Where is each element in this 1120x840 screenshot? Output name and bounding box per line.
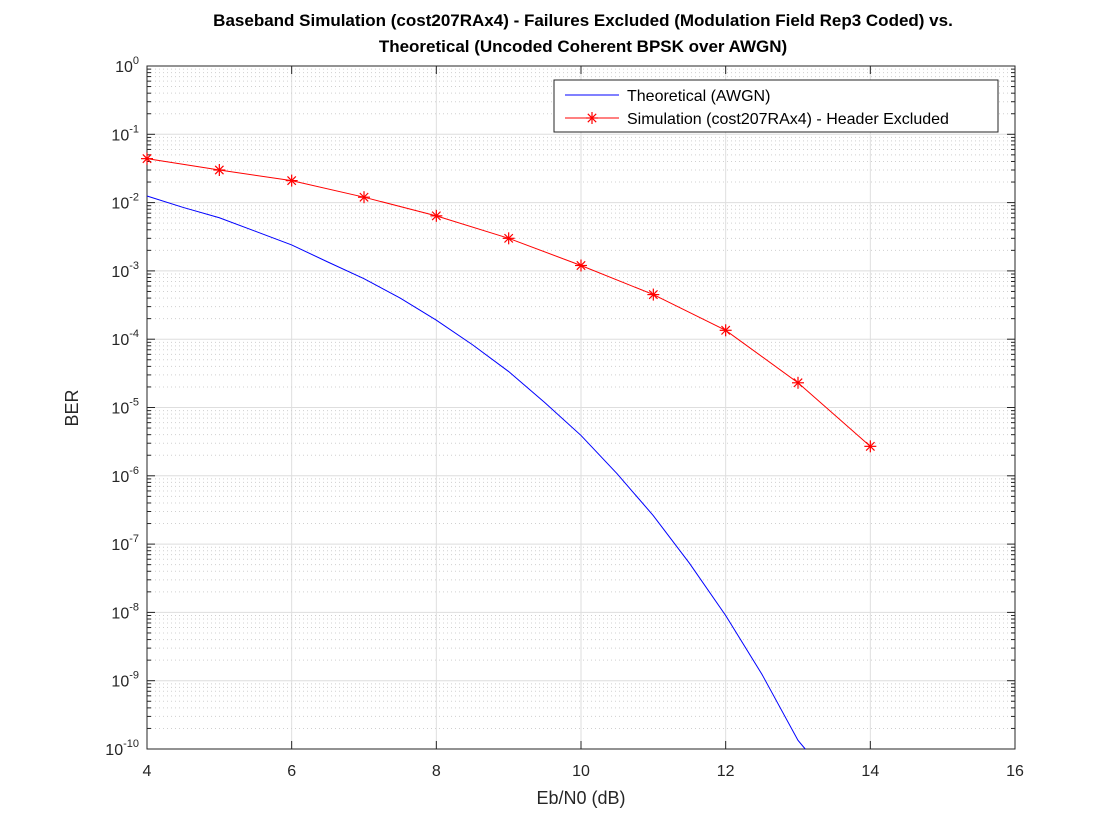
data-point [141, 152, 153, 165]
y-tick-label: 10-7 [111, 533, 139, 554]
series-layer [141, 152, 877, 750]
x-tick-label: 8 [432, 763, 441, 780]
grid [146, 65, 1016, 750]
x-tick-label: 12 [717, 763, 735, 780]
y-tick-label: 10-3 [111, 260, 139, 281]
data-point [719, 324, 732, 337]
data-point [647, 288, 660, 301]
y-tick-label: 10-6 [111, 465, 139, 486]
axis-ticks: 4 6 8 10 12 14 16 100 10-1 10-2 10-3 10-4 10-5 10-6 10… [105, 55, 1024, 780]
x-tick-label: 6 [287, 763, 296, 780]
series-line-1 [146, 158, 871, 447]
y-tick-label: 10-9 [111, 670, 139, 691]
data-point [792, 376, 804, 389]
x-tick-label: 16 [1006, 763, 1024, 780]
marker-stroke [721, 325, 731, 335]
y-tick-label: 10-4 [111, 328, 139, 349]
data-point [502, 232, 515, 245]
marker-stroke [793, 378, 803, 388]
x-tick-label: 14 [861, 763, 879, 780]
marker-stroke [431, 211, 441, 221]
legend: Theoretical (AWGN) Simulation (cost207RA… [553, 79, 999, 133]
marker-stroke [142, 154, 152, 164]
data-point [430, 209, 443, 222]
legend-box [553, 79, 999, 133]
marker-stroke [214, 165, 224, 175]
chart-title-line-1: Baseband Simulation (cost207RAx4) - Fail… [213, 11, 953, 30]
marker-stroke [287, 175, 297, 186]
marker-stroke [504, 233, 514, 243]
legend-marker-simulation [586, 112, 598, 124]
y-tick-label: 10-1 [111, 123, 139, 144]
y-tick-label: 10-5 [111, 397, 139, 418]
data-point [864, 440, 877, 453]
marker-stroke [648, 289, 658, 300]
marker-stroke [359, 192, 369, 202]
data-point [358, 191, 370, 204]
series-line-0 [146, 195, 806, 750]
y-tick-label: 10-8 [111, 601, 139, 622]
marker-stroke [576, 260, 586, 271]
chart-title-line-2: Theoretical (Uncoded Coherent BPSK over … [379, 37, 787, 56]
x-tick-label: 10 [572, 763, 590, 780]
marker-stroke [865, 441, 875, 451]
legend-label-theoretical: Theoretical (AWGN) [627, 88, 770, 105]
marker-stroke [587, 113, 597, 123]
y-tick-label: 10-2 [111, 192, 139, 213]
data-point [575, 259, 587, 272]
data-point [213, 164, 226, 177]
y-axis-label: BER [62, 389, 82, 426]
x-axis-label: Eb/N0 (dB) [536, 788, 625, 808]
y-tick-label: 10-10 [105, 738, 139, 759]
legend-label-simulation: Simulation (cost207RAx4) - Header Exclud… [627, 111, 949, 128]
x-tick-label: 4 [143, 763, 152, 780]
y-tick-label: 100 [115, 55, 139, 76]
data-point [285, 174, 298, 187]
legend-asterisk [586, 112, 598, 124]
